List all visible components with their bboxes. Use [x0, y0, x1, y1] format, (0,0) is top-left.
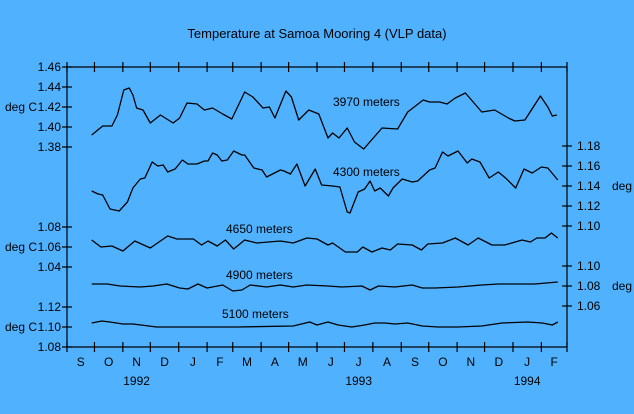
x-tick-label: D: [494, 355, 503, 369]
year-label: 1994: [514, 374, 541, 388]
chart-title: Temperature at Samoa Mooring 4 (VLP data…: [187, 26, 446, 41]
x-tick-label: O: [438, 355, 447, 369]
x-tick-label: M: [298, 355, 308, 369]
x-tick-label: F: [216, 355, 223, 369]
y-tick-label-right: 1.16: [577, 159, 601, 173]
year-label: 1992: [123, 374, 150, 388]
x-tick-label: N: [132, 355, 141, 369]
y-tick-label: 1.42: [38, 100, 62, 114]
y-tick-label-right: 1.14: [577, 179, 601, 193]
y-tick-label: 1.46: [38, 60, 62, 74]
y-unit-label: deg C: [5, 240, 37, 254]
y-tick-label-right: 1.12: [577, 199, 601, 213]
y-tick-label: 1.08: [38, 340, 62, 354]
y-unit-label: deg C: [5, 100, 37, 114]
x-tick-label: J: [524, 355, 530, 369]
plot-frame: [66, 66, 568, 348]
series-label: 4650 meters: [226, 222, 293, 236]
y-unit-label: deg C: [5, 320, 37, 334]
x-tick-label: S: [77, 355, 85, 369]
series-labels: 3970 meters 4300 meters 4650 meters 4900 me…: [222, 95, 400, 321]
x-tick-label: N: [467, 355, 476, 369]
series-label: 3970 meters: [333, 95, 400, 109]
x-tick-label: D: [160, 355, 169, 369]
y-tick-label: 1.38: [38, 140, 62, 154]
y-tick-label-right: 1.06: [577, 299, 601, 313]
series-lines: [91, 87, 559, 328]
x-tick-label: A: [383, 355, 391, 369]
series-line-5100-meters: [91, 320, 559, 328]
y-tick-label-right: 1.10: [577, 219, 601, 233]
series-line-4300-meters: [91, 150, 559, 214]
y-tick-label: 1.04: [38, 260, 62, 274]
x-tick-label: A: [271, 355, 279, 369]
y-tick-label: 1.12: [38, 300, 62, 314]
year-label: 1993: [345, 374, 372, 388]
series-line-4900-meters: [91, 281, 558, 292]
y-unit-label-right: deg C: [612, 279, 634, 293]
series-label: 4900 meters: [226, 268, 293, 282]
x-tick-label: F: [551, 355, 558, 369]
x-tick-label: O: [104, 355, 113, 369]
y-unit-label-right: deg C: [612, 179, 634, 193]
x-tick-label: J: [356, 355, 362, 369]
axes: S O N D J F M A M J J A S O N D J F 1992 1993 1994 1.46 1.44 1.…: [5, 60, 634, 388]
y-tick-label: 1.06: [38, 240, 62, 254]
x-tick-label: J: [190, 355, 196, 369]
series-label: 5100 meters: [222, 307, 289, 321]
series-label: 4300 meters: [333, 165, 400, 179]
y-tick-label-right: 1.08: [577, 279, 601, 293]
y-tick-label: 1.08: [38, 220, 62, 234]
y-tick-label-right: 1.10: [577, 259, 601, 273]
x-tick-label: J: [328, 355, 334, 369]
series-line-4650-meters: [91, 232, 559, 253]
x-tick-label: S: [411, 355, 419, 369]
x-tick-label: M: [242, 355, 252, 369]
y-tick-label: 1.44: [38, 80, 62, 94]
series-line-3970-meters: [91, 87, 558, 150]
y-tick-label: 1.10: [38, 320, 62, 334]
y-tick-label-right: 1.18: [577, 139, 601, 153]
y-tick-label: 1.40: [38, 120, 62, 134]
